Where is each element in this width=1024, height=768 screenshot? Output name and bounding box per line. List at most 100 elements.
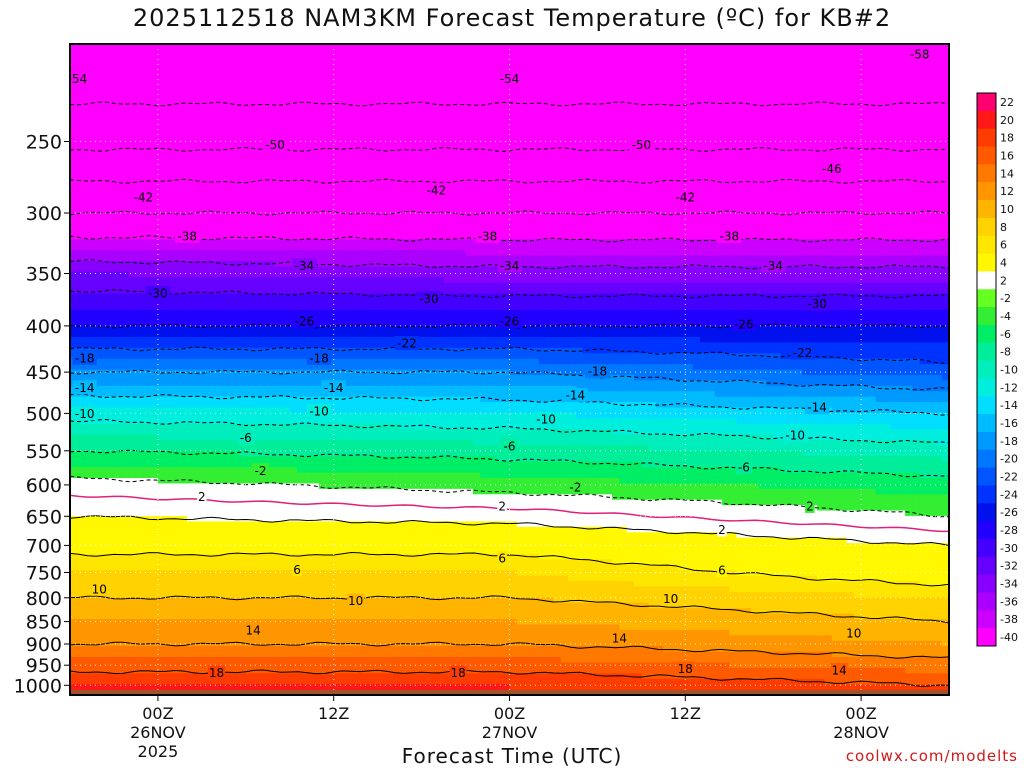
field-cell bbox=[99, 619, 108, 626]
field-cell bbox=[121, 326, 130, 333]
field-cell bbox=[363, 119, 371, 126]
field-cell bbox=[267, 271, 276, 278]
field-cell bbox=[179, 651, 188, 658]
field-cell bbox=[311, 635, 320, 642]
field-cell bbox=[341, 326, 349, 333]
field-cell bbox=[84, 326, 93, 333]
field-cell bbox=[297, 103, 305, 110]
field-cell bbox=[106, 526, 115, 533]
field-cell bbox=[333, 190, 342, 197]
field-cell bbox=[253, 391, 262, 398]
field-cell bbox=[216, 461, 225, 468]
field-cell bbox=[157, 342, 166, 349]
field-cell bbox=[113, 418, 122, 425]
field-cell bbox=[194, 407, 203, 414]
field-cell bbox=[311, 282, 320, 289]
field-cell bbox=[77, 478, 86, 485]
field-cell bbox=[289, 293, 298, 300]
field-cell bbox=[370, 130, 379, 137]
field-cell bbox=[267, 342, 276, 349]
field-cell bbox=[113, 71, 122, 78]
field-cell bbox=[275, 407, 284, 414]
field-cell bbox=[216, 499, 225, 506]
field-cell bbox=[143, 174, 152, 181]
field-cell bbox=[370, 195, 379, 202]
field-cell bbox=[348, 629, 357, 636]
field-cell bbox=[135, 440, 144, 447]
field-cell bbox=[348, 98, 357, 105]
field-cell bbox=[304, 602, 313, 609]
field-cell bbox=[311, 364, 320, 371]
field-cell bbox=[223, 179, 232, 186]
field-cell bbox=[165, 228, 174, 235]
field-cell bbox=[260, 195, 269, 202]
field-cell bbox=[135, 271, 144, 278]
field-cell bbox=[326, 374, 335, 381]
field-cell bbox=[70, 581, 78, 588]
field-cell bbox=[297, 646, 305, 653]
field-cell bbox=[282, 396, 291, 403]
field-cell bbox=[209, 402, 218, 409]
field-cell bbox=[304, 418, 313, 425]
field-cell bbox=[326, 266, 335, 273]
field-cell bbox=[370, 309, 379, 316]
field-cell bbox=[128, 109, 137, 116]
field-cell bbox=[150, 81, 159, 88]
field-cell bbox=[253, 174, 262, 181]
field-cell bbox=[216, 483, 225, 490]
field-cell bbox=[267, 244, 276, 251]
field-cell bbox=[143, 65, 152, 72]
field-cell bbox=[143, 613, 152, 620]
field-cell bbox=[319, 543, 327, 550]
field-cell bbox=[333, 250, 342, 257]
field-cell bbox=[245, 54, 254, 61]
field-cell bbox=[297, 136, 305, 143]
field-cell bbox=[194, 309, 203, 316]
field-cell bbox=[121, 467, 130, 474]
field-cell bbox=[311, 450, 320, 457]
field-cell bbox=[201, 559, 210, 566]
field-cell bbox=[209, 581, 218, 588]
field-cell bbox=[326, 60, 335, 67]
field-cell bbox=[77, 206, 86, 213]
field-cell bbox=[348, 380, 357, 387]
field-cell bbox=[267, 76, 276, 83]
field-cell bbox=[216, 678, 225, 685]
field-cell bbox=[201, 212, 210, 219]
field-cell bbox=[84, 147, 93, 154]
field-cell bbox=[275, 440, 284, 447]
field-cell bbox=[99, 326, 108, 333]
field-cell bbox=[91, 564, 100, 571]
field-cell bbox=[187, 526, 196, 533]
field-cell bbox=[326, 136, 335, 143]
field-cell bbox=[231, 412, 240, 419]
field-cell bbox=[245, 358, 254, 365]
field-cell bbox=[326, 673, 335, 680]
field-cell bbox=[106, 71, 115, 78]
field-cell bbox=[231, 597, 240, 604]
field-cell bbox=[209, 109, 218, 116]
field-cell bbox=[157, 347, 166, 354]
field-cell bbox=[194, 87, 203, 94]
field-cell bbox=[355, 304, 364, 311]
field-cell bbox=[260, 602, 269, 609]
field-cell bbox=[187, 223, 196, 230]
field-cell bbox=[370, 407, 379, 414]
field-cell bbox=[216, 608, 225, 615]
field-cell bbox=[113, 206, 122, 213]
field-cell bbox=[319, 434, 327, 441]
field-cell bbox=[150, 114, 159, 121]
field-cell bbox=[128, 391, 137, 398]
field-cell bbox=[238, 619, 247, 626]
field-cell bbox=[187, 657, 196, 664]
field-cell bbox=[223, 114, 232, 121]
field-cell bbox=[231, 586, 240, 593]
field-cell bbox=[70, 261, 78, 268]
field-cell bbox=[194, 369, 203, 376]
field-cell bbox=[84, 130, 93, 137]
field-cell bbox=[319, 250, 327, 257]
field-cell bbox=[99, 271, 108, 278]
field-cell bbox=[187, 385, 196, 392]
field-cell bbox=[319, 223, 327, 230]
field-cell bbox=[99, 445, 108, 452]
